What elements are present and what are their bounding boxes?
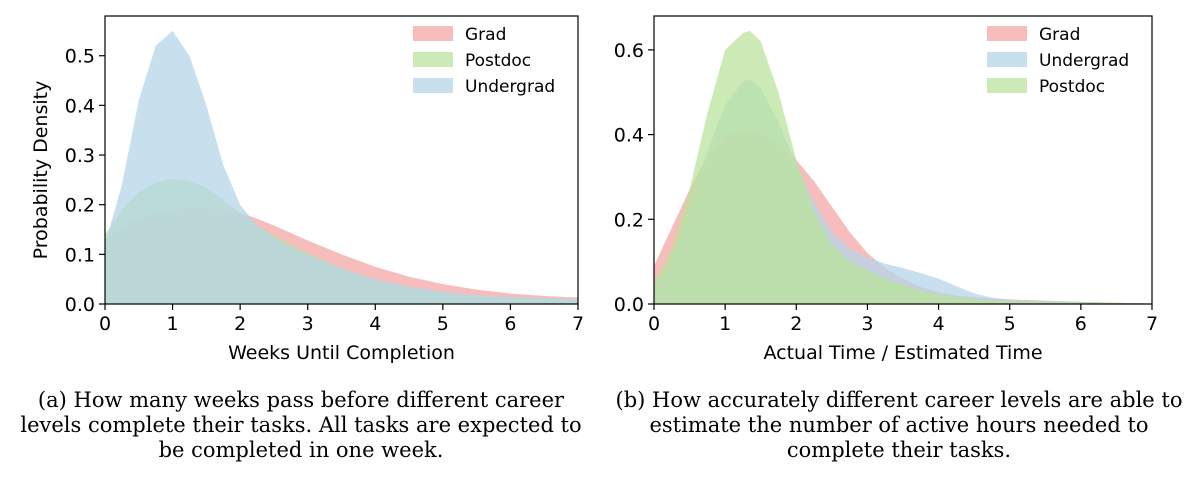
legend-swatch-grad [413,26,453,41]
caption-b: (b) How accurately different career leve… [615,388,1183,462]
plot-frame [653,15,1153,305]
y-tick-label: 0.4 [65,95,95,117]
legend-swatch-postdoc [413,52,453,67]
x-tick-label: 5 [437,313,449,335]
x-tick-label: 4 [369,313,381,335]
legend-swatch-undergrad [987,52,1027,67]
y-axis-label: Probability Density [30,81,52,260]
y-tick-label: 0.3 [65,145,95,167]
chart-panel-b: 0 1 2 3 4 5 6 7 0.0 0.2 0.4 0.6 Actual Time / Estima… [614,15,1158,364]
x-tick-label: 4 [933,313,945,335]
plot-frame [104,15,579,305]
legend-swatch-grad [987,26,1027,41]
series-area-undergrad [105,30,578,305]
x-tick-label: 2 [790,313,802,335]
legend-label-grad: Grad [1039,25,1080,45]
y-tick-label: 0.2 [65,195,95,217]
legend-label-undergrad: Undergrad [1039,51,1129,71]
y-tick-label: 0.6 [614,40,644,62]
y-tick-label: 0.2 [614,209,644,231]
x-tick-label: 3 [861,313,873,335]
x-tick-label: 0 [99,313,111,335]
x-tick-label: 5 [1004,313,1016,335]
x-tick-label: 1 [719,313,731,335]
legend-label-postdoc: Postdoc [465,51,531,71]
x-axis-label: Weeks Until Completion [228,342,455,364]
legend-label-grad: Grad [465,25,506,45]
x-tick-label: 7 [1146,313,1158,335]
y-tick-label: 0.0 [614,294,644,316]
x-tick-label: 6 [1075,313,1087,335]
legend-swatch-undergrad [413,78,453,93]
legend-label-postdoc: Postdoc [1039,77,1105,97]
x-tick-label: 0 [648,313,660,335]
x-tick-label: 1 [167,313,179,335]
x-tick-label: 3 [302,313,314,335]
y-tick-label: 0.0 [65,294,95,316]
x-axis-label: Actual Time / Estimated Time [763,342,1042,364]
caption-a: (a) How many weeks pass before different… [20,388,582,462]
x-tick-label: 2 [234,313,246,335]
series-area-postdoc [654,30,1152,304]
x-tick-label: 7 [572,313,584,335]
x-tick-label: 6 [504,313,516,335]
y-tick-label: 0.5 [65,46,95,68]
chart-panel-a: 0 1 2 3 4 5 6 7 0.0 0.1 0.2 0.3 0.4 0.5 Weeks Until Co… [30,15,584,364]
y-tick-label: 0.4 [614,125,644,147]
legend-label-undergrad: Undergrad [465,77,555,97]
y-tick-label: 0.1 [65,244,95,266]
legend-swatch-postdoc [987,78,1027,93]
